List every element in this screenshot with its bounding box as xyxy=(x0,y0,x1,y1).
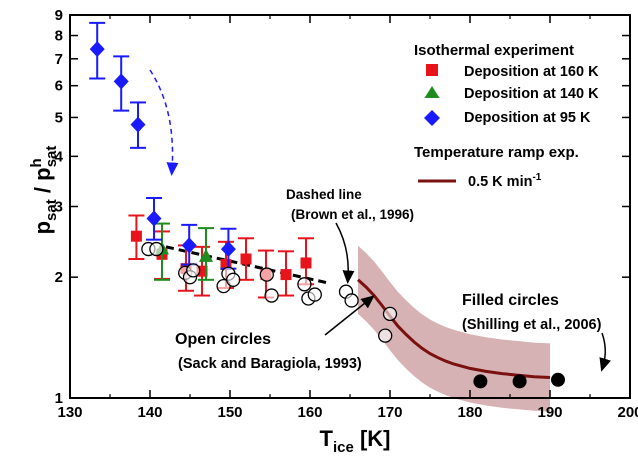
y-tick-label: 2 xyxy=(55,269,63,286)
x-tick-label: 170 xyxy=(377,404,402,421)
annotation-blue-dashed-arrow xyxy=(149,69,179,176)
annotation-open-label: Open circles xyxy=(175,331,271,348)
diamond-point xyxy=(146,210,162,227)
y-tick-label: 8 xyxy=(55,28,63,45)
ramp-uncertainty-band xyxy=(358,245,550,412)
y-axis-label: psat / phsat xyxy=(28,146,60,235)
series-diamond xyxy=(89,21,237,270)
open-circle-point xyxy=(149,241,164,257)
series-filled-circle xyxy=(473,372,565,389)
x-axis-label: Tice [K] xyxy=(320,426,391,456)
square-point xyxy=(240,253,252,265)
open-circle-point xyxy=(264,288,279,303)
legend-label-140k: Deposition at 140 K xyxy=(464,86,599,102)
diamond-point xyxy=(181,237,197,254)
annotations: Dashed line (Brown et al., 1996) Filled … xyxy=(149,69,611,372)
x-tick-label: 140 xyxy=(137,404,162,421)
annotation-open-arrow xyxy=(324,295,375,336)
filled-circle-point xyxy=(473,374,488,389)
diamond-point xyxy=(130,116,146,133)
y-tick-label: 9 xyxy=(55,7,63,24)
legend: Isothermal experiment Deposition at 160 … xyxy=(414,42,599,190)
x-tick-label: 150 xyxy=(217,404,242,421)
y-tick-label: 3 xyxy=(55,199,63,216)
legend-label-95k: Deposition at 95 K xyxy=(464,110,591,126)
square-point xyxy=(300,257,312,269)
diamond-point xyxy=(113,73,129,90)
legend-label-160k: Deposition at 160 K xyxy=(464,64,599,80)
x-tick-label: 130 xyxy=(57,404,82,421)
legend-marker-160k xyxy=(426,64,438,76)
open-circle-point xyxy=(259,267,274,282)
annotation-filled-label: Filled circles xyxy=(462,292,559,309)
filled-circle-point xyxy=(512,374,527,389)
x-tick-label: 160 xyxy=(297,404,322,421)
diamond-point xyxy=(89,41,105,58)
triangle-point xyxy=(199,248,213,262)
y-tick-label: 6 xyxy=(55,78,63,95)
x-tick-label: 190 xyxy=(537,404,562,421)
x-tick-label: 200 xyxy=(617,404,638,421)
y-tick-label: 4 xyxy=(55,148,64,165)
square-point xyxy=(196,265,208,277)
square-point xyxy=(220,259,232,271)
legend-marker-95k xyxy=(424,110,440,126)
legend-title: Isothermal experiment xyxy=(414,42,574,59)
axes-layer: 130 140 150 160 170 180 190 200 1 2 3 4 5 6 7 8 9 xyxy=(55,7,638,421)
open-circle-point xyxy=(307,287,322,302)
legend-marker-140k xyxy=(424,86,440,98)
square-point xyxy=(130,230,142,242)
ramp-curve xyxy=(356,278,551,379)
annotation-filled-ref: (Shilling et al., 2006) xyxy=(462,317,602,333)
open-circle-point xyxy=(344,293,359,308)
open-circle-point xyxy=(378,328,393,343)
annotation-dashed-label: Dashed line xyxy=(286,187,362,202)
y-tick-label: 7 xyxy=(55,51,63,68)
data-layer xyxy=(89,21,565,412)
y-tick-label: 1 xyxy=(55,390,63,407)
y-tick-label: 5 xyxy=(55,109,63,126)
open-circle-point xyxy=(186,263,201,278)
series-open-circle xyxy=(141,241,398,343)
x-tick-label: 180 xyxy=(457,404,482,421)
legend-ramp-label: 0.5 K min-1 xyxy=(468,172,542,190)
annotation-dashed-ref: (Brown et al., 1996) xyxy=(291,207,414,222)
open-circle-point xyxy=(382,306,398,322)
filled-circle-point xyxy=(551,372,565,387)
annotation-open-ref: (Sack and Baragiola, 1993) xyxy=(178,356,362,372)
annotation-dashed-arrow xyxy=(335,222,355,284)
annotation-filled-arrow xyxy=(599,332,611,372)
diamond-point xyxy=(220,241,236,258)
open-circle-point xyxy=(226,272,241,287)
open-circle-point xyxy=(297,277,312,292)
legend-ramp-title: Temperature ramp exp. xyxy=(414,144,579,161)
square-point xyxy=(280,269,292,281)
